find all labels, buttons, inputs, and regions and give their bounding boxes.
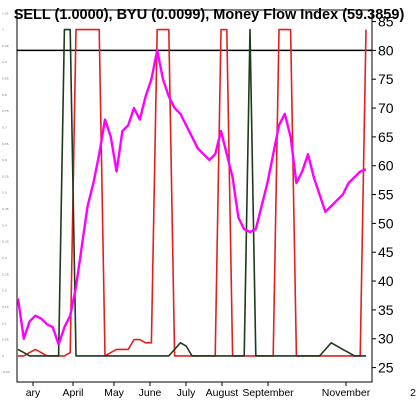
left-tick-label: 0.4 — [2, 223, 7, 227]
series-layer — [16, 28, 367, 357]
right-tick-label: 70 — [378, 100, 394, 116]
x-tick-label: April — [62, 387, 83, 399]
left-tick-label: 0.7 — [2, 125, 7, 129]
x-tick-label: August — [206, 387, 239, 399]
left-tick-label: 0.55 — [2, 174, 9, 178]
left-tick-label: 0.5 — [2, 191, 7, 195]
x-tick-label: July — [177, 387, 196, 399]
x-tick-label: 2 — [410, 387, 416, 399]
right-tick-label: 50 — [378, 215, 394, 231]
x-tick-label: ary — [26, 387, 41, 399]
left-tick-label: 1.05 — [2, 11, 9, 15]
right-tick-label: 45 — [378, 244, 394, 260]
right-tick-label: 40 — [378, 273, 394, 289]
chart-title: SELL (1.0000), BYU (0.0099), Money Flow … — [14, 7, 405, 23]
left-tick-label: 0.3 — [2, 256, 7, 260]
left-tick-label: 0.95 — [2, 44, 9, 48]
right-tick-label: 55 — [378, 187, 394, 203]
x-tick-label: May — [104, 387, 125, 399]
x-axis-ticks: ary April May June July August September Novemb… — [26, 382, 416, 399]
left-tick-label: 0.9 — [2, 60, 7, 64]
left-tick-label: 0.25 — [2, 272, 9, 276]
left-tick-label: 0.05 — [2, 338, 9, 342]
left-tick-label: 0.75 — [2, 109, 9, 113]
left-tick-label: 0.6 — [2, 158, 7, 162]
x-tick-label: November — [322, 387, 371, 399]
left-tick-label: 0.45 — [2, 207, 9, 211]
right-tick-label: 80 — [378, 42, 394, 58]
x-tick-label: September — [242, 387, 294, 399]
right-tick-label: 65 — [378, 129, 394, 145]
left-tick-label: 0.35 — [2, 240, 9, 244]
series-line-sell — [18, 28, 367, 357]
left-tick-label: 0.1 — [2, 321, 7, 325]
right-tick-label: 35 — [378, 302, 394, 318]
left-tick-label: 0.65 — [2, 142, 9, 146]
left-axis-ticks: 1.05 1 0.95 0.9 0.85 0.8 0.75 0.7 0.65 0.6 0.55 0.5… — [2, 11, 10, 374]
x-tick-label: June — [139, 387, 162, 399]
left-tick-label: 0.8 — [2, 93, 7, 97]
left-tick-label: 1 — [2, 28, 4, 32]
left-tick-label: 0.2 — [2, 289, 7, 293]
left-tick-label: -0.05 — [2, 370, 10, 374]
plot-frame — [16, 9, 373, 383]
series-line-money-flow-index — [16, 49, 367, 346]
series-line-byu — [17, 28, 366, 357]
right-axis-ticks: 25 30 35 40 45 50 55 60 65 70 75 80 85 — [372, 14, 394, 376]
right-tick-label: 25 — [378, 360, 394, 376]
right-tick-label: 60 — [378, 158, 394, 174]
right-tick-label: 75 — [378, 71, 394, 87]
left-tick-label: 0 — [2, 354, 4, 358]
right-tick-label: 30 — [378, 331, 394, 347]
left-tick-label: 0.85 — [2, 77, 9, 81]
left-tick-label: 0.15 — [2, 305, 9, 309]
right-tick-label: 85 — [378, 14, 394, 30]
